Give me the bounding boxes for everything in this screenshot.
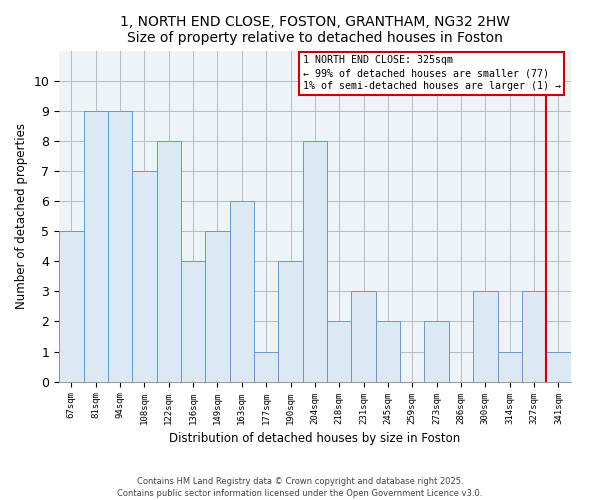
Bar xyxy=(352,292,376,382)
Bar xyxy=(327,322,352,382)
Bar xyxy=(473,292,497,382)
Bar xyxy=(424,322,449,382)
Bar xyxy=(230,201,254,382)
Bar xyxy=(181,262,205,382)
Bar xyxy=(254,352,278,382)
Bar xyxy=(132,171,157,382)
Bar xyxy=(497,352,522,382)
Bar xyxy=(108,110,132,382)
Bar xyxy=(546,352,571,382)
Text: Contains HM Land Registry data © Crown copyright and database right 2025.
Contai: Contains HM Land Registry data © Crown c… xyxy=(118,476,482,498)
Text: 1 NORTH END CLOSE: 325sqm
← 99% of detached houses are smaller (77)
1% of semi-d: 1 NORTH END CLOSE: 325sqm ← 99% of detac… xyxy=(302,55,560,92)
X-axis label: Distribution of detached houses by size in Foston: Distribution of detached houses by size … xyxy=(169,432,460,445)
Bar xyxy=(205,231,230,382)
Bar xyxy=(59,231,83,382)
Bar xyxy=(83,110,108,382)
Bar xyxy=(157,141,181,382)
Bar xyxy=(278,262,302,382)
Y-axis label: Number of detached properties: Number of detached properties xyxy=(15,123,28,309)
Bar xyxy=(376,322,400,382)
Bar xyxy=(522,292,546,382)
Title: 1, NORTH END CLOSE, FOSTON, GRANTHAM, NG32 2HW
Size of property relative to deta: 1, NORTH END CLOSE, FOSTON, GRANTHAM, NG… xyxy=(120,15,510,45)
Bar xyxy=(302,141,327,382)
